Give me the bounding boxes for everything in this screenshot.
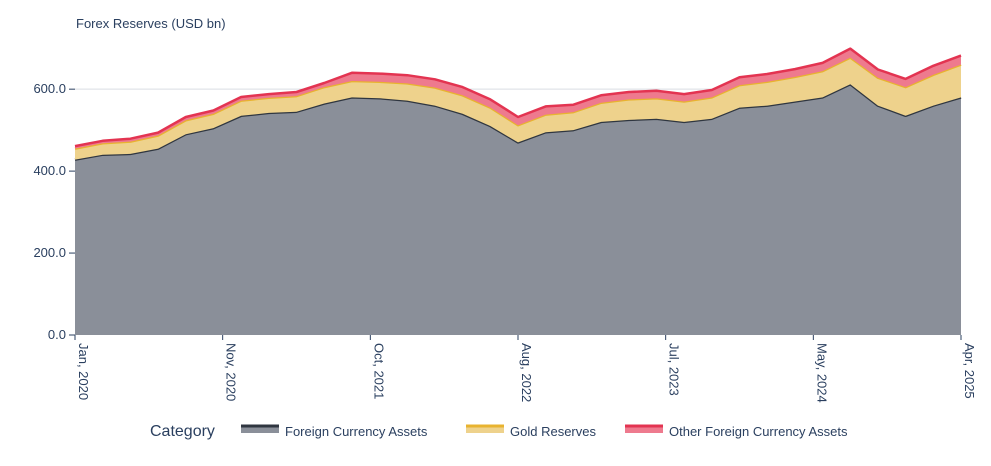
y-tick-label-3: 600.0	[33, 81, 66, 96]
legend-label-1: Gold Reserves	[510, 424, 596, 439]
x-axis: Jan, 2020 Nov, 2020 Oct, 2021 Aug, 2022 Jul,…	[74, 335, 977, 403]
x-tick-label-0: Jan, 2020	[76, 343, 91, 400]
x-tick-label-4: Jul, 2023	[667, 343, 682, 396]
x-tick-label-5: May, 2024	[814, 343, 829, 403]
area-series-1	[75, 57, 961, 160]
y-tick-label-2: 400.0	[33, 163, 66, 178]
area-series-2	[75, 48, 961, 149]
y-tick-label-1: 200.0	[33, 245, 66, 260]
legend-title: Category	[150, 423, 215, 440]
legend-swatch-fill-0	[241, 426, 279, 433]
legend-swatch-fill-2	[625, 426, 663, 433]
x-tick-label-2: Oct, 2021	[371, 343, 386, 399]
stacked-areas	[74, 47, 962, 335]
y-axis: 0.0 200.0 400.0 600.0	[33, 81, 75, 342]
legend-label-0: Foreign Currency Assets	[285, 424, 428, 439]
legend-label-2: Other Foreign Currency Assets	[669, 424, 848, 439]
x-tick-label-1: Nov, 2020	[224, 343, 239, 401]
y-axis-title: Forex Reserves (USD bn)	[76, 16, 226, 31]
x-tick-label-3: Aug, 2022	[519, 343, 534, 402]
y-tick-label-0: 0.0	[48, 327, 66, 342]
area-series-0	[75, 84, 961, 335]
legend: Category Foreign Currency Assets Gold Rese…	[150, 423, 848, 440]
x-tick-label-6: Apr, 2025	[962, 343, 977, 399]
line-series-2	[74, 47, 962, 148]
legend-swatch-fill-1	[466, 426, 504, 433]
